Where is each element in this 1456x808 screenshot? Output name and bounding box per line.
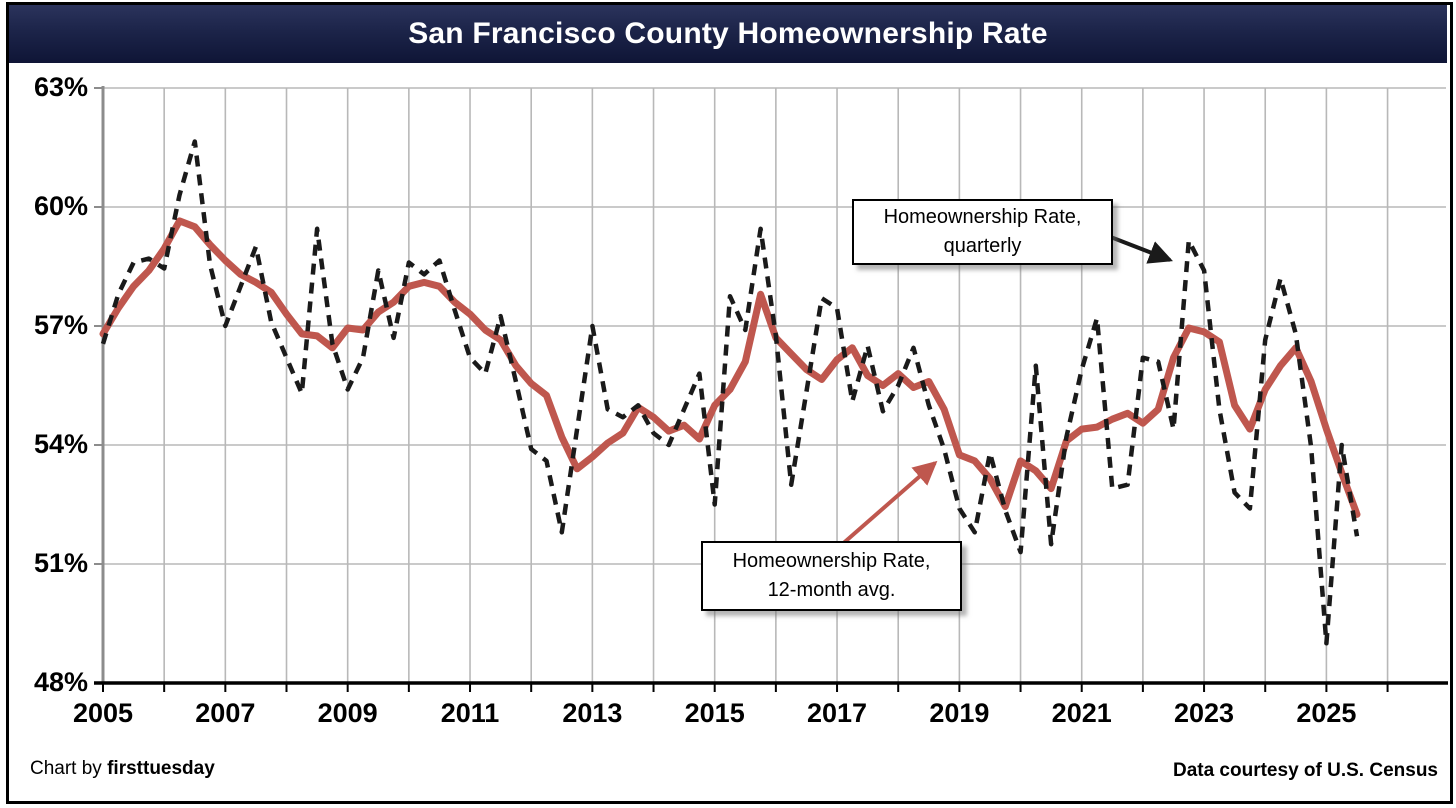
data-source-credit: Data courtesy of U.S. Census <box>1172 760 1438 781</box>
x-axis-label-2013: 2013 <box>562 698 623 728</box>
x-axis-label-2005: 2005 <box>72 698 134 728</box>
quarterly-callout: Homeownership Rate, quarterly <box>852 199 1113 265</box>
avg-callout-line1: Homeownership Rate, <box>732 550 931 572</box>
y-axis-label-54: 54% <box>33 428 88 459</box>
x-axis-label-2009: 2009 <box>317 698 378 728</box>
page-title: San Francisco County Homeownership Rate <box>408 17 1048 50</box>
x-axis-label-2011: 2011 <box>440 698 500 728</box>
y-axis-label-48: 48% <box>33 667 88 697</box>
x-axis-label-2015: 2015 <box>684 698 745 728</box>
y-axis-label-51: 51% <box>33 547 88 578</box>
chart-panel <box>6 2 1453 804</box>
x-axis-label-2025: 2025 <box>1296 698 1357 728</box>
y-axis-label-60: 60% <box>33 190 88 221</box>
x-axis-label-2021: 2021 <box>1051 698 1112 728</box>
y-axis-label-57: 57% <box>33 309 88 340</box>
chart-credit-brand: firsttuesday <box>107 758 215 779</box>
y-axis-label-63: 63% <box>33 71 88 102</box>
chart-credit-prefix: Chart by <box>30 758 108 779</box>
quarterly-callout-line1: Homeownership Rate, <box>883 206 1082 228</box>
x-axis-label-2019: 2019 <box>929 698 990 728</box>
chart-credit: Chart by firsttuesday <box>30 758 215 780</box>
x-axis-label-2023: 2023 <box>1174 698 1235 728</box>
quarterly-callout-line2: quarterly <box>943 235 1022 257</box>
x-axis-label-2007: 2007 <box>195 698 256 728</box>
avg-callout-line2: 12-month avg. <box>767 579 896 601</box>
avg-callout: Homeownership Rate, 12-month avg. <box>701 541 962 611</box>
title-bar: San Francisco County Homeownership Rate <box>9 5 1447 63</box>
x-axis-label-2017: 2017 <box>806 698 868 728</box>
